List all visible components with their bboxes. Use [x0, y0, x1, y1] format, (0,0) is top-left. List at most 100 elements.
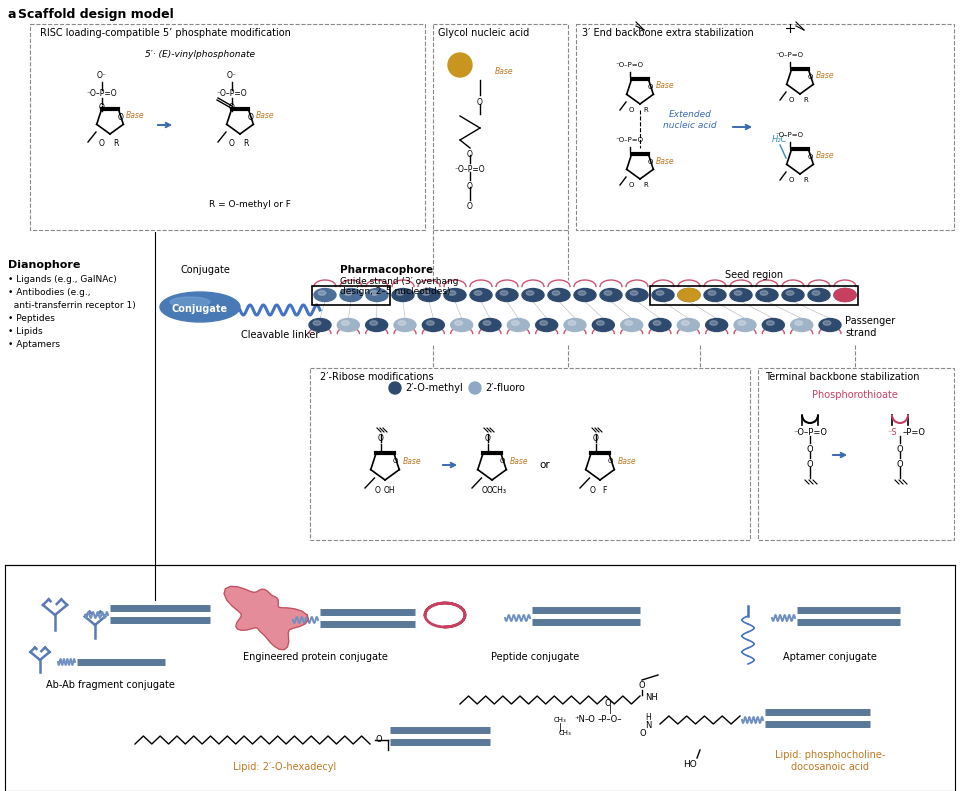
Text: O: O: [789, 97, 794, 103]
Text: O: O: [477, 98, 483, 107]
Text: Base: Base: [656, 81, 675, 90]
Ellipse shape: [730, 289, 752, 301]
Text: O: O: [117, 112, 124, 122]
Text: R: R: [643, 107, 648, 113]
Text: O: O: [468, 202, 473, 211]
Ellipse shape: [318, 291, 325, 295]
Ellipse shape: [656, 291, 664, 295]
Bar: [433, 24, 568, 230]
Ellipse shape: [782, 289, 804, 301]
Text: Scaffold design model: Scaffold design model: [18, 8, 174, 21]
Ellipse shape: [630, 291, 637, 295]
Text: CH₃: CH₃: [554, 717, 566, 723]
Text: Engineered protein conjugate: Engineered protein conjugate: [243, 652, 388, 662]
Text: O: O: [468, 182, 473, 191]
Bar: [758, 368, 954, 540]
Text: Conjugate: Conjugate: [172, 304, 228, 314]
Text: 2′-O-methyl: 2′-O-methyl: [405, 383, 463, 393]
Ellipse shape: [626, 289, 648, 301]
Ellipse shape: [574, 289, 596, 301]
Text: O: O: [229, 104, 235, 112]
Ellipse shape: [649, 319, 671, 331]
Text: Base: Base: [256, 111, 275, 119]
Ellipse shape: [760, 291, 768, 295]
Text: H: H: [645, 713, 651, 722]
Ellipse shape: [422, 291, 430, 295]
Ellipse shape: [704, 289, 726, 301]
Text: • Antibodies (e.g.,: • Antibodies (e.g.,: [8, 288, 90, 297]
Text: Peptide conjugate: Peptide conjugate: [491, 652, 579, 662]
Text: O: O: [485, 434, 491, 443]
Text: Terminal backbone stabilization: Terminal backbone stabilization: [765, 372, 920, 382]
Ellipse shape: [396, 291, 404, 295]
Ellipse shape: [522, 289, 544, 301]
Ellipse shape: [426, 320, 434, 325]
Ellipse shape: [708, 291, 716, 295]
Ellipse shape: [398, 320, 406, 325]
Ellipse shape: [313, 320, 321, 325]
Text: Lipid: phosphocholine-
docosanoic acid: Lipid: phosphocholine- docosanoic acid: [775, 750, 885, 771]
Ellipse shape: [621, 319, 642, 331]
Text: Base: Base: [656, 157, 675, 165]
Text: ⁺N: ⁺N: [575, 716, 586, 725]
Ellipse shape: [344, 291, 352, 295]
Text: 2′-fluoro: 2′-fluoro: [485, 383, 525, 393]
Ellipse shape: [678, 319, 699, 331]
Ellipse shape: [418, 289, 440, 301]
Text: ⁻O–P=O: ⁻O–P=O: [217, 89, 248, 99]
Text: 2′-Ribose modifications: 2′-Ribose modifications: [320, 372, 434, 382]
Ellipse shape: [540, 320, 547, 325]
Text: R = O-methyl or F: R = O-methyl or F: [209, 200, 291, 209]
Ellipse shape: [734, 319, 756, 331]
Ellipse shape: [653, 320, 660, 325]
Bar: [650, 286, 858, 305]
Text: O: O: [374, 486, 380, 495]
Text: Guide strand (3′ overhang
design, 2–5 nucleotides): Guide strand (3′ overhang design, 2–5 nu…: [340, 277, 459, 297]
Ellipse shape: [526, 291, 534, 295]
Text: Base: Base: [126, 111, 145, 119]
Text: O: O: [639, 729, 646, 737]
Text: O: O: [806, 445, 813, 454]
Text: ⁻O–P=O: ⁻O–P=O: [616, 62, 644, 68]
Polygon shape: [224, 586, 308, 649]
Text: ⁻O–P=O: ⁻O–P=O: [455, 165, 486, 174]
Text: Extended
nucleic acid: Extended nucleic acid: [663, 110, 717, 130]
Ellipse shape: [625, 320, 633, 325]
Text: 3′ End backbone extra stabilization: 3′ End backbone extra stabilization: [582, 28, 754, 38]
Text: R: R: [643, 182, 648, 188]
Text: Pharmacophore: Pharmacophore: [340, 265, 433, 275]
Text: Glycol nucleic acid: Glycol nucleic acid: [438, 28, 529, 38]
Ellipse shape: [756, 289, 778, 301]
Text: CH₃: CH₃: [559, 730, 571, 736]
Ellipse shape: [370, 320, 377, 325]
Bar: [30, 24, 425, 230]
Text: R: R: [243, 139, 249, 148]
Text: –P=O: –P=O: [903, 428, 926, 437]
Ellipse shape: [766, 320, 774, 325]
Text: 5′· (E)-vinylphosphonate: 5′· (E)-vinylphosphonate: [145, 50, 255, 59]
Circle shape: [448, 53, 472, 77]
Text: Base: Base: [816, 71, 834, 81]
Text: Phosphorothioate: Phosphorothioate: [812, 390, 898, 400]
Text: Base: Base: [618, 456, 636, 465]
Ellipse shape: [834, 289, 856, 301]
Text: O⁻: O⁻: [97, 71, 107, 80]
Ellipse shape: [596, 320, 604, 325]
Text: Aptamer conjugate: Aptamer conjugate: [783, 652, 876, 662]
Text: HO: HO: [684, 760, 697, 769]
Text: ⁻S: ⁻S: [887, 428, 897, 437]
Text: O⁻: O⁻: [605, 698, 615, 707]
Ellipse shape: [762, 319, 784, 331]
Ellipse shape: [808, 289, 830, 301]
Ellipse shape: [823, 320, 830, 325]
Ellipse shape: [652, 289, 674, 301]
Text: • Aptamers: • Aptamers: [8, 340, 60, 349]
Text: Cleavable linker: Cleavable linker: [241, 330, 319, 340]
Text: |: |: [609, 706, 612, 714]
Text: O: O: [629, 107, 635, 113]
Text: ⁻O–P=O: ⁻O–P=O: [793, 428, 827, 437]
Ellipse shape: [483, 320, 491, 325]
Bar: [576, 24, 954, 230]
Ellipse shape: [342, 320, 349, 325]
Ellipse shape: [507, 319, 529, 331]
